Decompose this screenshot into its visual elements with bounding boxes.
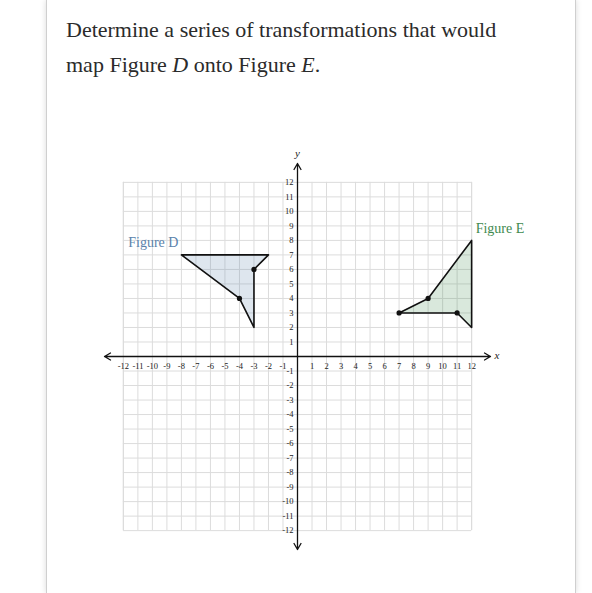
svg-text:5: 5 xyxy=(368,361,372,371)
svg-text:-7: -7 xyxy=(192,361,199,371)
svg-text:-2: -2 xyxy=(265,361,272,371)
svg-text:Figure D: Figure D xyxy=(128,235,178,250)
svg-text:-10: -10 xyxy=(147,361,158,371)
svg-text:3: 3 xyxy=(339,361,343,371)
svg-text:-6: -6 xyxy=(286,438,293,448)
svg-text:2: 2 xyxy=(289,322,293,332)
svg-text:7: 7 xyxy=(289,250,293,260)
svg-text:9: 9 xyxy=(289,221,293,231)
svg-text:3: 3 xyxy=(289,308,293,318)
svg-text:-2: -2 xyxy=(286,380,293,390)
svg-text:-1: -1 xyxy=(279,361,287,372)
svg-text:-8: -8 xyxy=(178,361,185,371)
html-text:map Figure D onto Figure E.: map Figure D onto Figure E. xyxy=(66,52,321,77)
svg-text:-5: -5 xyxy=(221,361,228,371)
svg-text:y: y xyxy=(294,147,300,159)
svg-text:-9: -9 xyxy=(286,482,293,492)
svg-text:-3: -3 xyxy=(286,395,293,405)
html-text:Determine a series of transfor: Determine a series of transformations th… xyxy=(66,17,497,42)
svg-text:1: 1 xyxy=(310,361,314,371)
svg-text:10: 10 xyxy=(438,361,447,371)
svg-text:-10: -10 xyxy=(282,496,293,506)
svg-text:-6: -6 xyxy=(207,361,214,371)
svg-text:-9: -9 xyxy=(163,361,170,371)
svg-text:-4: -4 xyxy=(286,409,294,419)
svg-text:-11: -11 xyxy=(282,511,293,521)
svg-text:2: 2 xyxy=(324,361,328,371)
svg-text:-8: -8 xyxy=(286,467,293,477)
svg-text:8: 8 xyxy=(411,361,415,371)
svg-text:4: 4 xyxy=(353,361,358,371)
svg-text:9: 9 xyxy=(426,361,430,371)
svg-text:7: 7 xyxy=(397,361,401,371)
svg-text:4: 4 xyxy=(289,293,294,303)
svg-text:-1: -1 xyxy=(286,366,293,376)
svg-text:-7: -7 xyxy=(286,453,293,463)
svg-text:-11: -11 xyxy=(132,361,143,371)
svg-text:-3: -3 xyxy=(250,361,257,371)
svg-text:x: x xyxy=(494,349,500,361)
svg-text:-5: -5 xyxy=(286,424,293,434)
svg-text:12: 12 xyxy=(285,177,294,187)
svg-text:12: 12 xyxy=(467,361,476,371)
svg-text:5: 5 xyxy=(289,279,293,289)
svg-text:10: 10 xyxy=(285,206,294,216)
svg-text:-12: -12 xyxy=(282,525,293,535)
svg-text:6: 6 xyxy=(289,264,293,274)
svg-text:Figure E: Figure E xyxy=(476,221,525,236)
svg-text:1: 1 xyxy=(289,337,293,347)
svg-text:8: 8 xyxy=(289,235,293,245)
svg-text:11: 11 xyxy=(453,361,461,371)
svg-text:-4: -4 xyxy=(236,361,244,371)
svg-text:6: 6 xyxy=(382,361,386,371)
svg-text:11: 11 xyxy=(285,192,293,202)
svg-text:-12: -12 xyxy=(118,361,129,371)
